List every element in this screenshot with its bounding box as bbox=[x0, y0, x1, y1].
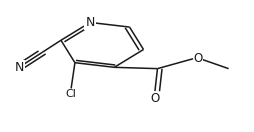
Text: O: O bbox=[194, 52, 203, 65]
Text: O: O bbox=[150, 92, 160, 105]
Text: N: N bbox=[86, 16, 95, 29]
Text: Cl: Cl bbox=[66, 89, 76, 99]
Text: N: N bbox=[14, 61, 24, 74]
